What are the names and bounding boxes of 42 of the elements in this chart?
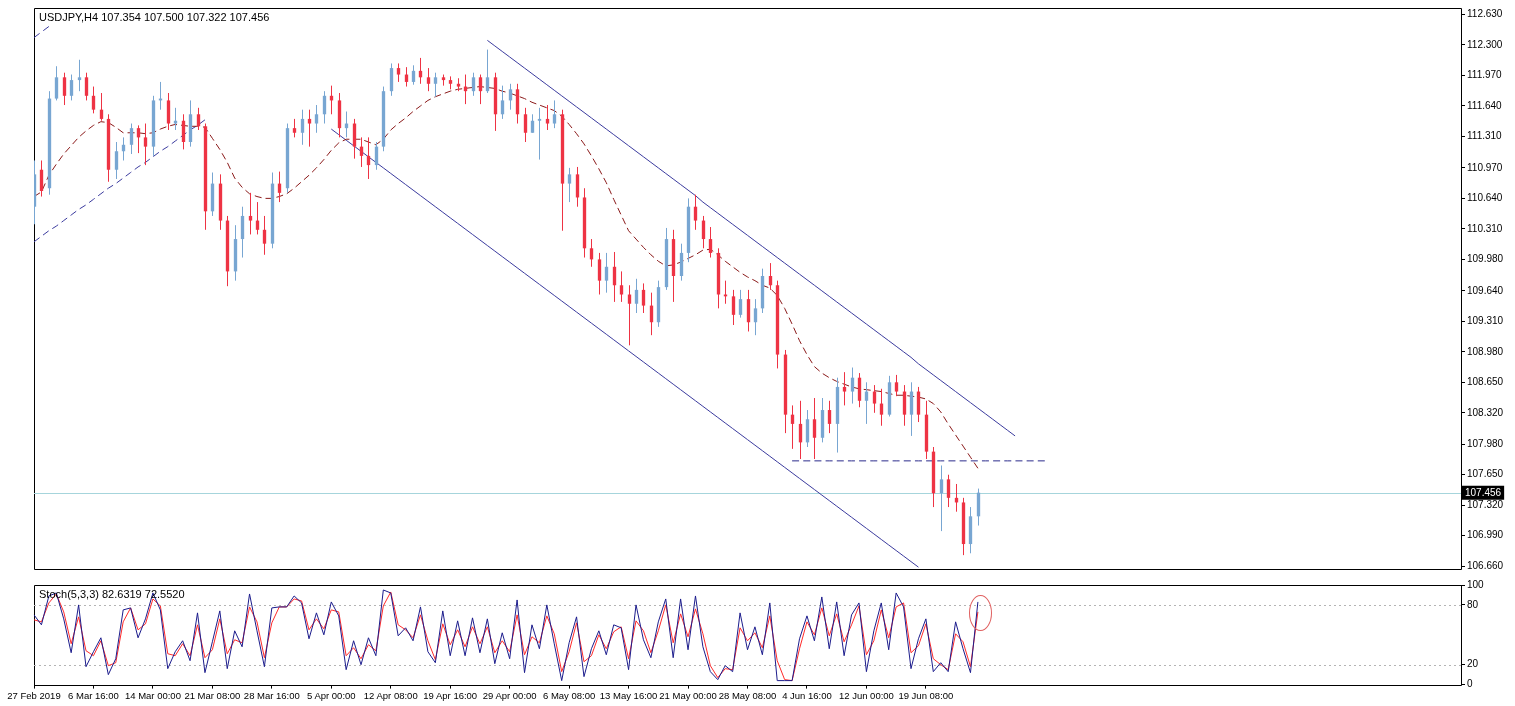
ref-line-label: 107.456 [1465, 486, 1502, 498]
y-tick-label: 106.660 [1467, 559, 1504, 571]
y-tick-label: 107.650 [1467, 468, 1504, 480]
x-tick-label: 12 Jun 00:00 [838, 689, 894, 701]
y-tick-label: 108.650 [1467, 376, 1504, 388]
x-tick-label: 5 Apr 00:00 [306, 689, 356, 701]
x-tick-label: 12 Apr 08:00 [363, 689, 418, 701]
x-tick-label: 4 Jun 16:00 [782, 689, 832, 701]
y-tick-label: 110.310 [1467, 222, 1503, 234]
x-tick-label: 19 Apr 16:00 [423, 689, 478, 701]
x-tick-label: 13 May 16:00 [599, 689, 658, 701]
y-tick-label: 108.320 [1467, 406, 1504, 418]
x-tick-label: 21 Mar 08:00 [184, 689, 241, 701]
y-tick-label: 111.640 [1467, 99, 1503, 111]
y-tick-label: 110.640 [1467, 192, 1503, 204]
y-tick-label: 100 [1467, 578, 1485, 590]
y-tick-label: 109.640 [1467, 284, 1504, 296]
y-tick-label: 107.320 [1467, 498, 1504, 510]
y-tick-label: 112.300 [1467, 38, 1503, 50]
y-tick-label: 111.970 [1467, 69, 1503, 81]
y-tick-label: 109.980 [1467, 253, 1504, 265]
x-tick-label: 14 Mar 00:00 [124, 689, 181, 701]
x-tick-label: 28 May 08:00 [718, 689, 777, 701]
y-tick-label: 20 [1467, 658, 1479, 670]
y-tick-label: 0 [1467, 678, 1473, 690]
chart-title: USDJPY,H4 107.354 107.500 107.322 107.456 [39, 10, 270, 23]
x-tick-label: 6 May 08:00 [542, 689, 596, 701]
y-tick-label: 107.980 [1467, 437, 1504, 449]
x-tick-label: 27 Feb 2019 [7, 689, 61, 701]
x-tick-label: 19 Jun 08:00 [898, 689, 954, 701]
y-tick-label: 111.310 [1467, 130, 1503, 142]
y-tick-label: 80 [1467, 598, 1479, 610]
y-tick-label: 109.310 [1467, 315, 1504, 327]
y-tick-label: 110.970 [1467, 161, 1503, 173]
y-tick-label: 108.980 [1467, 345, 1504, 357]
x-tick-label: 21 May 00:00 [659, 689, 717, 701]
x-tick-label: 28 Mar 16:00 [243, 689, 300, 701]
chart-title: Stoch(5,3,3) 82.6319 72.5520 [39, 587, 185, 600]
y-tick-label: 112.630 [1467, 8, 1503, 20]
x-tick-label: 6 Mar 16:00 [68, 689, 119, 701]
y-tick-label: 106.990 [1467, 529, 1504, 541]
x-tick-label: 29 Apr 00:00 [482, 689, 537, 701]
